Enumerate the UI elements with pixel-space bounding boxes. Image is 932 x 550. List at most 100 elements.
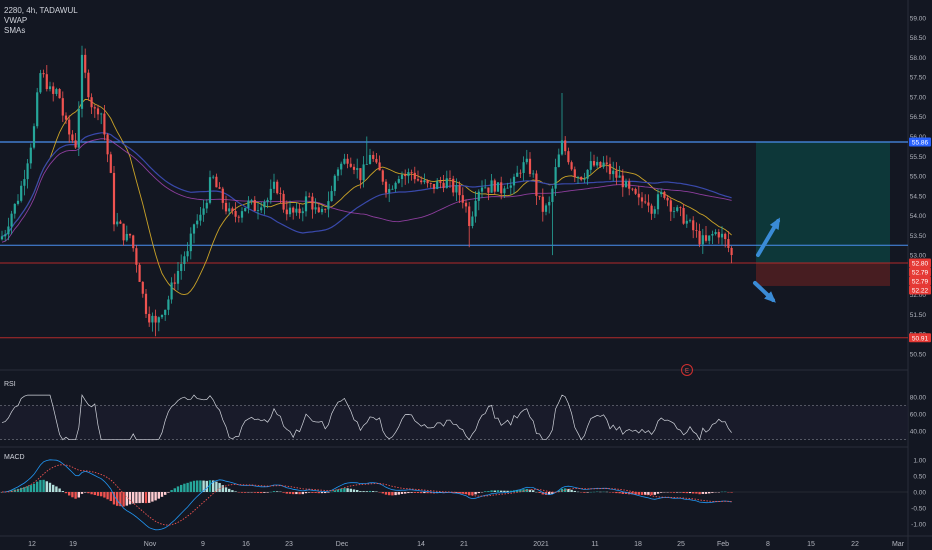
candle-body xyxy=(506,187,509,189)
candle-body xyxy=(682,207,685,224)
macd-histogram-bar xyxy=(538,492,541,493)
macd-histogram-bar xyxy=(410,492,413,493)
candle-body xyxy=(410,172,413,173)
macd-histogram-bar xyxy=(234,491,237,492)
sma-label[interactable]: SMAs xyxy=(4,26,26,35)
candle-body xyxy=(644,201,647,203)
macd-histogram-bar xyxy=(109,492,112,502)
candle-body xyxy=(631,188,634,190)
macd-histogram-bar xyxy=(682,492,685,494)
macd-histogram-bar xyxy=(468,492,471,496)
macd-histogram-bar xyxy=(32,483,36,492)
candle-body xyxy=(237,216,240,218)
macd-histogram-bar xyxy=(221,485,224,492)
macd-histogram-bar xyxy=(647,492,650,495)
candle-body xyxy=(637,193,640,198)
symbol-line: 2280, 4h, TADAWUL xyxy=(4,6,78,15)
macd-label: MACD xyxy=(4,454,25,461)
macd-histogram-bar xyxy=(525,488,528,492)
price-badge xyxy=(909,267,931,277)
price-badge xyxy=(909,137,931,147)
macd-histogram-bar xyxy=(208,480,212,492)
candle-body xyxy=(20,185,23,201)
candle-body xyxy=(285,209,288,215)
macd-histogram-bar xyxy=(282,492,285,493)
macd-histogram-bar xyxy=(266,492,269,493)
macd-histogram-bar xyxy=(48,482,52,492)
candle-body xyxy=(602,162,605,167)
candle-body xyxy=(7,226,10,235)
macd-histogram-bar xyxy=(320,492,324,494)
candle-body xyxy=(4,234,7,237)
candle-body xyxy=(615,170,618,178)
macd-histogram-bar xyxy=(189,481,192,492)
price-badge xyxy=(909,258,931,268)
macd-histogram-bar xyxy=(106,492,109,500)
candle-body xyxy=(231,208,234,212)
candle-body xyxy=(224,202,228,212)
candle-body xyxy=(439,181,442,183)
macd-histogram-bar xyxy=(119,492,122,507)
macd-histogram-bar xyxy=(429,492,432,494)
candle-body xyxy=(122,223,125,241)
macd-histogram-bar xyxy=(29,485,32,492)
candle-body xyxy=(221,188,224,203)
candle-body xyxy=(160,314,164,318)
candle-body xyxy=(471,216,474,226)
candle-body xyxy=(647,202,650,206)
position-zones xyxy=(756,142,890,286)
price-tick-label: 59.00 xyxy=(910,15,927,22)
macd-histogram-bar xyxy=(519,489,522,492)
candle-body xyxy=(564,140,567,152)
candle-body xyxy=(458,185,461,196)
price-badge xyxy=(909,285,931,295)
candle-body xyxy=(554,167,557,189)
macd-histogram-bar xyxy=(458,492,461,494)
direction-arrows xyxy=(753,217,781,303)
price-tick-label: 58.50 xyxy=(910,35,927,42)
time-tick-label: 16 xyxy=(242,541,250,548)
candle-body xyxy=(189,233,192,252)
macd-histogram-bar xyxy=(407,492,410,494)
candle-body xyxy=(215,176,218,188)
candle-body xyxy=(487,187,490,193)
vwap-label[interactable]: VWAP xyxy=(4,16,28,25)
candle-body xyxy=(580,176,583,180)
rsi-line xyxy=(1,394,732,441)
candle-body xyxy=(669,200,672,212)
macd-histogram-bar xyxy=(660,492,663,493)
candle-body xyxy=(541,196,544,212)
candle-body xyxy=(596,161,599,166)
macd-histogram-bar xyxy=(615,492,618,494)
vwap-line xyxy=(1,138,732,243)
candle-body xyxy=(461,195,464,203)
candle-body xyxy=(320,208,324,213)
macd-histogram-bar xyxy=(516,489,519,492)
macd-histogram-bar xyxy=(295,492,298,495)
candle-body xyxy=(634,188,637,194)
macd-histogram-bar xyxy=(583,492,586,493)
time-tick-label: Feb xyxy=(717,541,729,548)
macd-histogram-bar xyxy=(170,490,173,492)
macd-histogram-bar xyxy=(180,484,183,492)
macd-histogram-bar xyxy=(336,489,340,492)
candle-body xyxy=(154,315,157,323)
macd-histogram-bar xyxy=(669,492,672,493)
macd-histogram-bar xyxy=(311,492,314,493)
candle-body xyxy=(528,158,532,174)
macd-histogram-bar xyxy=(276,491,279,492)
candle-body xyxy=(650,205,653,214)
macd-histogram-bar xyxy=(218,483,221,492)
candle-body xyxy=(16,200,20,204)
candle-body xyxy=(621,175,624,188)
candle-body xyxy=(263,201,266,208)
macd-histogram-bar xyxy=(314,492,317,493)
macd-histogram-bar xyxy=(151,492,154,502)
macd-histogram-bar xyxy=(564,488,567,492)
candle-body xyxy=(599,161,602,167)
macd-histogram-bar xyxy=(36,481,39,492)
horizontal-levels: E xyxy=(0,141,908,376)
candle-body xyxy=(36,92,39,127)
